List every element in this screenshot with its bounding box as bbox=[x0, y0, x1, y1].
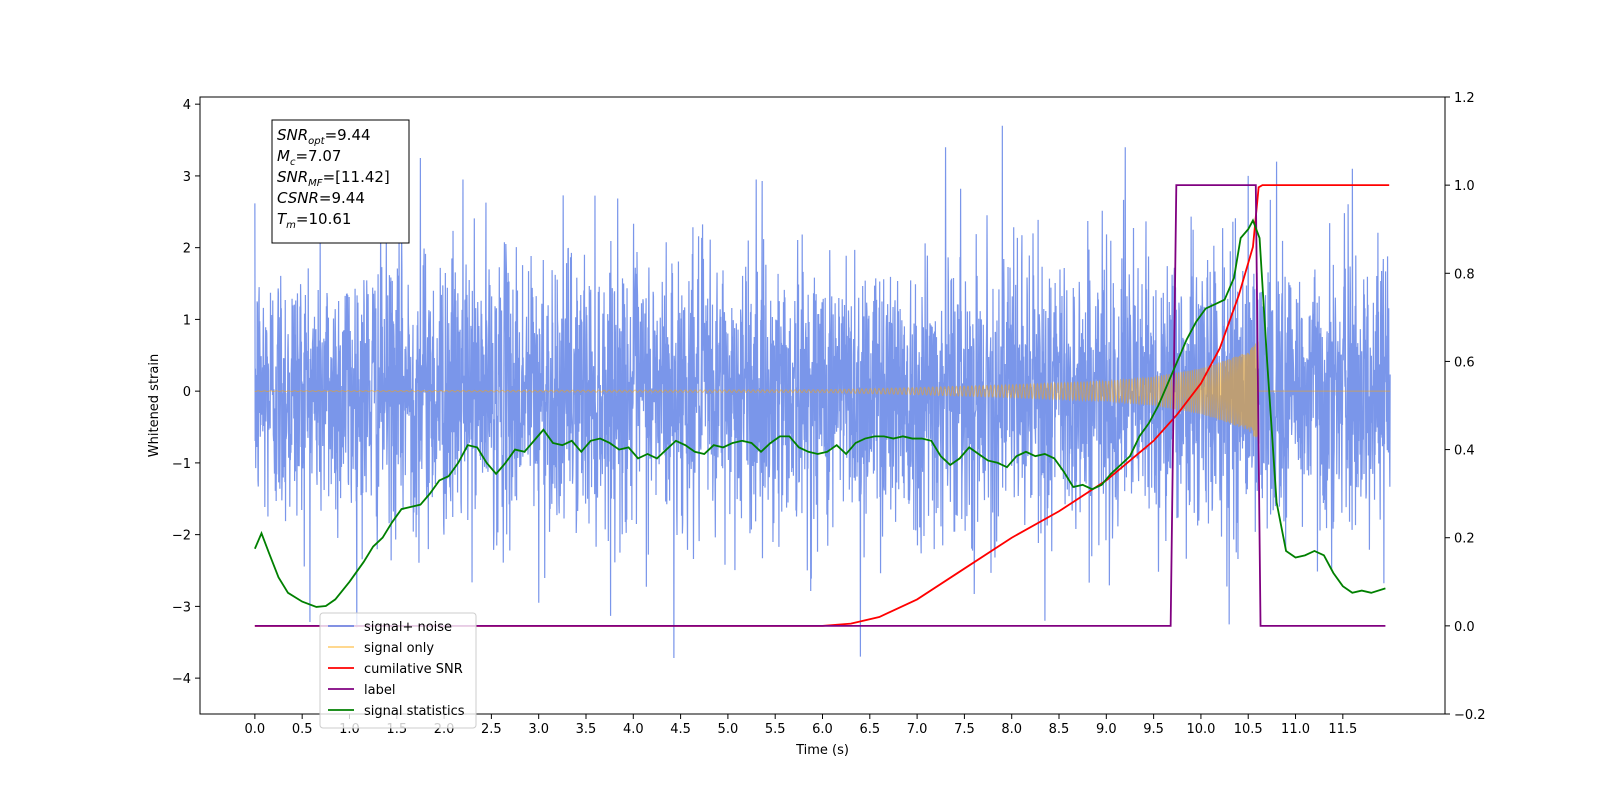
y-tick-label-right: 0.6 bbox=[1454, 355, 1475, 370]
x-tick-label: 8.5 bbox=[1049, 722, 1070, 737]
y-tick-label-right: 1.2 bbox=[1454, 91, 1475, 106]
y-tick-label-right: 0.4 bbox=[1454, 444, 1475, 459]
y-tick-label-right: −0.2 bbox=[1454, 708, 1486, 723]
annotation-box: SNRopt=9.44Mc=7.07SNRMF=[11.42]CSNR=9.44… bbox=[271, 119, 410, 244]
legend-frame bbox=[319, 612, 477, 729]
x-tick-label: 7.0 bbox=[907, 722, 928, 737]
y-tick-label-left: 0 bbox=[183, 385, 191, 400]
x-tick-label: 10.0 bbox=[1186, 722, 1215, 737]
y-tick-label-left: −4 bbox=[172, 672, 191, 687]
legend: signal+ noise signal only cumilative SNR la… bbox=[319, 612, 477, 729]
x-tick-label: 3.0 bbox=[528, 722, 549, 737]
legend-label: signal+ noise bbox=[364, 620, 452, 635]
x-tick-label: 0.0 bbox=[245, 722, 266, 737]
x-tick-label: 4.0 bbox=[623, 722, 644, 737]
legend-label: signal only bbox=[364, 641, 434, 656]
y-tick-label-left: 3 bbox=[183, 170, 191, 185]
x-tick-label: 8.0 bbox=[1001, 722, 1022, 737]
annotation-line: Tm=10.61 bbox=[277, 210, 351, 231]
x-tick-label: 5.0 bbox=[718, 722, 739, 737]
x-tick-label: 6.0 bbox=[812, 722, 833, 737]
y-tick-label-left: −2 bbox=[172, 529, 191, 544]
x-tick-label: 9.5 bbox=[1143, 722, 1164, 737]
y-tick-label-right: 0.2 bbox=[1454, 532, 1475, 547]
series-cumilative-snr bbox=[254, 184, 1390, 627]
annotation-line: SNRopt=9.44 bbox=[277, 126, 371, 147]
x-tick-label: 7.5 bbox=[954, 722, 975, 737]
y-tick-label-right: 1.0 bbox=[1454, 179, 1475, 194]
y-tick-label-left: 2 bbox=[183, 242, 191, 257]
y-tick-label-left: −1 bbox=[172, 457, 191, 472]
annotation-line: CSNR=9.44 bbox=[277, 189, 365, 207]
annotation-line: Mc=7.07 bbox=[277, 147, 341, 168]
x-tick-label: 11.0 bbox=[1281, 722, 1310, 737]
x-tick-label: 5.5 bbox=[765, 722, 786, 737]
x-axis-label: Time (s) bbox=[795, 743, 849, 758]
x-tick-label: 11.5 bbox=[1328, 722, 1357, 737]
x-tick-label: 10.5 bbox=[1234, 722, 1263, 737]
y-axis-label-left: Whitened strain bbox=[147, 354, 162, 457]
y-tick-label-left: 4 bbox=[183, 98, 191, 113]
legend-label: signal statistics bbox=[364, 704, 465, 719]
x-tick-label: 6.5 bbox=[859, 722, 880, 737]
y-tick-label-right: 0.8 bbox=[1454, 267, 1475, 282]
y-tick-label-right: 0.0 bbox=[1454, 620, 1475, 635]
series-layer bbox=[254, 125, 1391, 659]
legend-label: label bbox=[364, 683, 395, 698]
x-tick-label: 3.5 bbox=[576, 722, 597, 737]
series-label bbox=[254, 184, 1386, 627]
legend-label: cumilative SNR bbox=[364, 662, 463, 677]
y-tick-label-left: 1 bbox=[183, 313, 191, 328]
x-tick-label: 9.0 bbox=[1096, 722, 1117, 737]
x-tick-label: 4.5 bbox=[670, 722, 691, 737]
annotation-line: SNRMF=[11.42] bbox=[277, 168, 390, 189]
annotation-frame bbox=[271, 119, 410, 244]
series-signal-only bbox=[254, 341, 1391, 442]
y-tick-label-left: −3 bbox=[172, 600, 191, 615]
x-tick-label: 0.5 bbox=[292, 722, 313, 737]
x-tick-label: 2.5 bbox=[481, 722, 502, 737]
axes-layer: 0.0 0.5 1.0 1.5 2.0 2.5 3.0 3.5 4.0 4.5 5.0 5.5 6.0 6… bbox=[172, 91, 1486, 737]
series-signal-statistics bbox=[254, 218, 1386, 608]
